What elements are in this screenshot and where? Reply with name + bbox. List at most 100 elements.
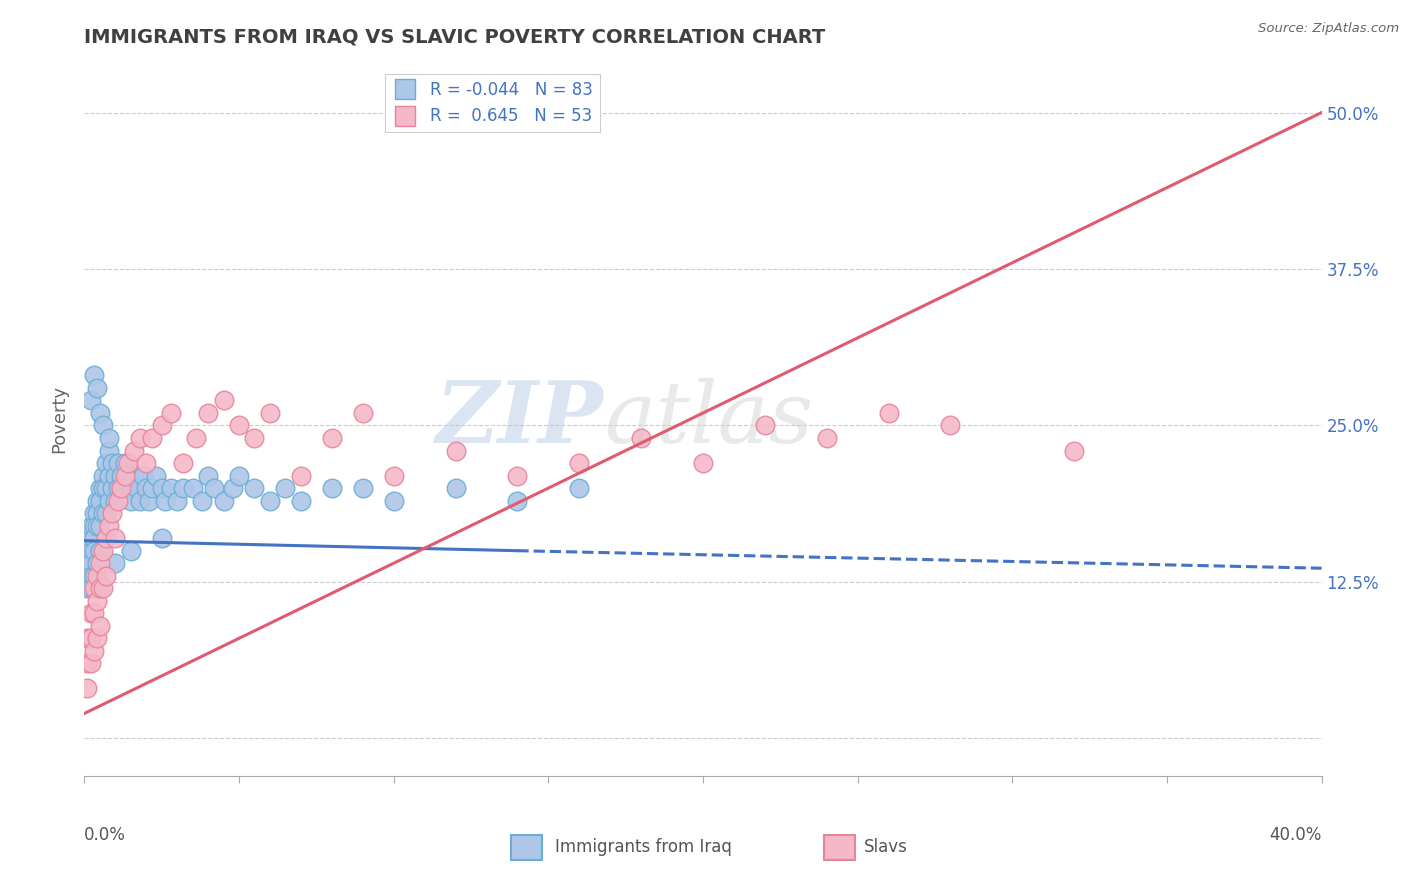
Point: [98, 493, 121, 508]
Point: [120, 481, 142, 495]
Point: [135, 481, 157, 495]
Point: [352, 406, 374, 420]
Point: [94, 481, 117, 495]
Point: [83, 607, 105, 621]
Point: [129, 493, 152, 508]
Point: [172, 481, 194, 495]
Point: [76, 531, 98, 545]
Point: [101, 481, 124, 495]
Point: [79, 657, 101, 671]
Point: [141, 481, 163, 495]
Point: [94, 506, 117, 520]
Point: [150, 531, 173, 545]
Point: [104, 493, 127, 508]
Point: [290, 493, 312, 508]
Point: [83, 518, 105, 533]
Point: [91, 418, 114, 433]
Point: [89, 556, 111, 570]
Point: [382, 468, 405, 483]
Point: [117, 468, 139, 483]
Point: [89, 619, 111, 633]
Point: [79, 581, 101, 595]
Point: [86, 632, 108, 646]
Point: [89, 406, 111, 420]
Point: [76, 681, 98, 696]
Point: [79, 556, 101, 570]
Point: [212, 493, 235, 508]
Point: [104, 556, 127, 570]
Point: [939, 418, 962, 433]
Point: [104, 531, 127, 545]
Legend: R = -0.044   N = 83, R =  0.645   N = 53: R = -0.044 N = 83, R = 0.645 N = 53: [385, 74, 600, 132]
Point: [181, 481, 204, 495]
Point: [94, 531, 117, 545]
Point: [76, 657, 98, 671]
Point: [506, 468, 529, 483]
Point: [132, 468, 155, 483]
Point: [79, 568, 101, 582]
Point: [122, 468, 145, 483]
Point: [153, 493, 176, 508]
Point: [91, 581, 114, 595]
Point: [79, 518, 101, 533]
Point: [243, 481, 266, 495]
Point: [197, 406, 219, 420]
Point: [76, 581, 98, 595]
Point: [94, 456, 117, 470]
Point: [197, 468, 219, 483]
Point: [86, 556, 108, 570]
Point: [91, 481, 114, 495]
Point: [568, 456, 591, 470]
Point: [107, 456, 129, 470]
Point: [274, 481, 297, 495]
Point: [150, 418, 173, 433]
Point: [83, 531, 105, 545]
Point: [76, 632, 98, 646]
Point: [76, 568, 98, 582]
Point: [145, 468, 167, 483]
Point: [83, 581, 105, 595]
Point: [754, 418, 776, 433]
Point: [79, 607, 101, 621]
Point: [86, 493, 108, 508]
Point: [120, 493, 142, 508]
Point: [79, 632, 101, 646]
Point: [83, 644, 105, 658]
Point: [150, 481, 173, 495]
Point: [89, 518, 111, 533]
Point: [1063, 443, 1085, 458]
Point: [86, 594, 108, 608]
Point: [141, 431, 163, 445]
Point: [117, 456, 139, 470]
Point: [122, 443, 145, 458]
Point: [114, 481, 136, 495]
Point: [172, 456, 194, 470]
Point: [228, 418, 250, 433]
Point: [83, 543, 105, 558]
Y-axis label: Poverty: Poverty: [51, 385, 69, 453]
Point: [110, 481, 132, 495]
Point: [86, 568, 108, 582]
Point: [110, 481, 132, 495]
Point: [86, 506, 108, 520]
Point: [568, 481, 591, 495]
Point: [98, 468, 121, 483]
Point: [243, 431, 266, 445]
Point: [114, 456, 136, 470]
Point: [160, 406, 183, 420]
Point: [101, 456, 124, 470]
Point: [321, 481, 343, 495]
Point: [212, 393, 235, 408]
Point: [104, 468, 127, 483]
Point: [83, 506, 105, 520]
Point: [129, 431, 152, 445]
Point: [184, 431, 207, 445]
Point: [91, 468, 114, 483]
Point: [125, 481, 148, 495]
Point: [101, 506, 124, 520]
Point: [135, 456, 157, 470]
Point: [259, 493, 281, 508]
Point: [815, 431, 838, 445]
Point: [382, 493, 405, 508]
Point: [352, 481, 374, 495]
